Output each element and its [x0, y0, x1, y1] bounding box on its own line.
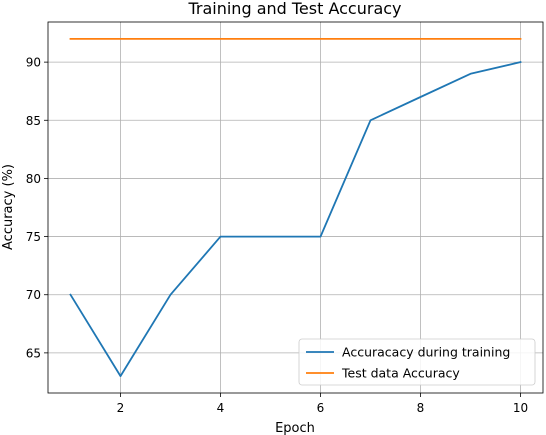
legend-label-1: Accuracacy during training — [342, 345, 510, 360]
y-axis-ticks: 65 70 75 80 85 90 — [26, 56, 48, 360]
y-tick-label: 90 — [26, 56, 41, 70]
legend-label-2: Test data Accuracy — [341, 366, 460, 381]
x-tick-label: 10 — [513, 401, 528, 415]
series-line-1 — [69, 61, 522, 378]
x-tick-label: 8 — [417, 401, 425, 415]
y-tick-label: 75 — [26, 230, 41, 244]
y-tick-label: 70 — [26, 288, 41, 302]
y-axis-label: Accuracy (%) — [1, 164, 16, 250]
plot-frame — [47, 21, 544, 394]
x-axis-ticks: 2 4 6 8 10 — [117, 393, 528, 415]
x-tick-label: 6 — [317, 401, 325, 415]
legend: Accuracacy during training Test data Accu… — [298, 338, 536, 386]
x-tick-label: 4 — [217, 401, 225, 415]
y-tick-label: 85 — [26, 114, 41, 128]
series-lines — [69, 38, 522, 378]
x-axis-label: Epoch — [275, 421, 315, 435]
chart-title: Training and Test Accuracy — [187, 0, 401, 18]
grid-lines — [48, 22, 543, 393]
legend-box — [298, 338, 536, 386]
x-tick-label: 2 — [117, 401, 125, 415]
y-tick-label: 80 — [26, 172, 41, 186]
y-tick-label: 65 — [26, 346, 41, 360]
